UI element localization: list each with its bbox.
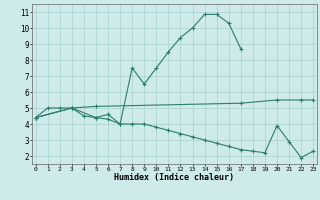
X-axis label: Humidex (Indice chaleur): Humidex (Indice chaleur) bbox=[115, 173, 234, 182]
